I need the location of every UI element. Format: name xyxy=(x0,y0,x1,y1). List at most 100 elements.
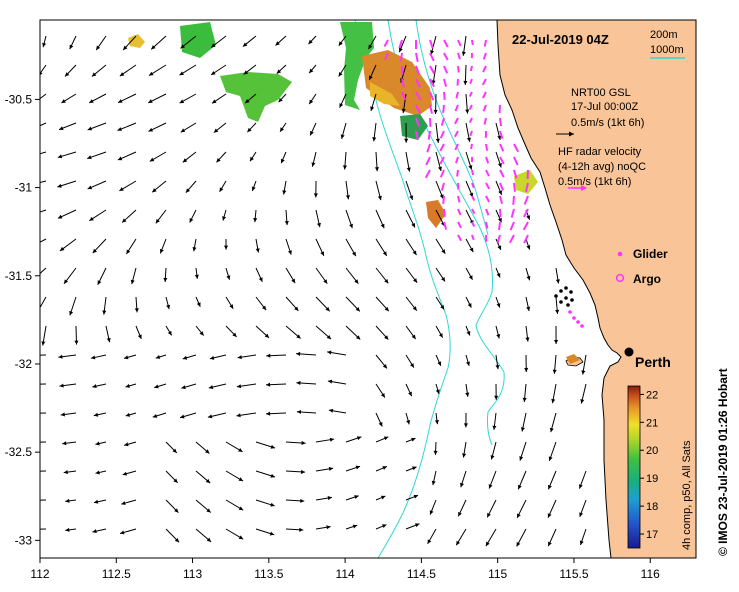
current-arrow xyxy=(255,470,276,478)
current-arrow xyxy=(547,528,557,547)
current-arrow xyxy=(243,64,257,75)
current-arrow xyxy=(578,470,587,489)
sst-patch xyxy=(362,50,432,116)
current-arrow xyxy=(339,93,347,108)
current-arrow xyxy=(435,151,442,172)
current-arrow xyxy=(180,122,197,133)
current-arrow xyxy=(315,496,333,501)
current-arrow xyxy=(431,64,437,85)
current-arrow xyxy=(185,180,197,194)
current-arrow xyxy=(223,238,229,250)
x-tick-label: 114.5 xyxy=(407,567,436,581)
current-arrow xyxy=(435,325,444,338)
current-arrow xyxy=(328,408,347,414)
current-arrow xyxy=(92,238,107,254)
current-arrow xyxy=(495,209,502,223)
hf-vector xyxy=(429,78,435,88)
current-arrow xyxy=(465,296,472,308)
current-arrow xyxy=(463,412,468,428)
current-arrow xyxy=(405,494,419,501)
hf-vector xyxy=(383,39,389,47)
current-arrow xyxy=(225,441,243,453)
current-arrow xyxy=(457,499,467,517)
hf-vector xyxy=(468,91,473,97)
current-arrow xyxy=(435,296,445,310)
current-arrow xyxy=(315,267,328,284)
current-arrow xyxy=(59,383,77,388)
current-arrow xyxy=(345,267,359,284)
hf-vector xyxy=(457,195,461,203)
current-arrow xyxy=(465,238,474,253)
current-arrow xyxy=(181,383,197,390)
current-arrow xyxy=(525,296,531,312)
hf-vector xyxy=(499,130,504,139)
hf-vector xyxy=(454,117,459,125)
current-arrow xyxy=(117,122,137,131)
current-arrow xyxy=(165,470,178,484)
hf-vector xyxy=(469,65,473,72)
hf-vector xyxy=(456,169,459,177)
argo-legend-label: Argo xyxy=(633,272,661,286)
sst-patch xyxy=(426,200,446,228)
hf-vector xyxy=(471,182,475,189)
hf-vector xyxy=(429,65,436,75)
current-arrow xyxy=(165,499,179,513)
current-arrow xyxy=(311,151,317,167)
current-arrow xyxy=(210,35,227,48)
hf-vector xyxy=(499,117,503,127)
current-arrow xyxy=(345,296,361,312)
hf-vector xyxy=(469,130,473,137)
hf-vector xyxy=(523,195,529,205)
current-arrow xyxy=(155,354,167,359)
current-arrow xyxy=(368,35,377,50)
current-arrow xyxy=(345,495,359,501)
current-arrow xyxy=(225,528,244,540)
current-arrow xyxy=(435,180,444,199)
y-tick-label: -32.5 xyxy=(5,445,33,459)
hf-legend-line3: 0.5m/s (1kt 6h) xyxy=(558,176,631,188)
glider-legend-marker xyxy=(617,251,623,257)
current-arrow xyxy=(375,180,382,201)
hf-vector xyxy=(427,130,431,140)
current-arrow xyxy=(213,122,227,134)
current-arrow xyxy=(65,527,77,532)
current-arrow xyxy=(123,354,137,360)
hf-vector xyxy=(483,117,487,125)
current-arrow xyxy=(41,325,47,346)
hf-vector xyxy=(443,91,446,100)
hf-vector xyxy=(443,52,449,61)
current-arrow xyxy=(405,383,413,397)
current-arrow xyxy=(345,238,357,257)
current-arrow xyxy=(40,296,47,309)
hf-vector xyxy=(457,208,462,216)
sst-patches xyxy=(128,22,580,364)
current-arrow xyxy=(490,441,497,460)
hf-vector xyxy=(443,39,449,48)
hf-vector xyxy=(425,156,431,166)
current-arrow xyxy=(375,296,390,312)
current-arrow xyxy=(433,93,438,114)
current-arrow xyxy=(63,470,77,475)
current-arrow xyxy=(57,209,77,219)
hf-vector xyxy=(524,182,529,192)
current-arrow xyxy=(495,267,501,278)
current-arrow xyxy=(90,354,107,360)
current-arrow xyxy=(149,151,167,162)
hf-vector xyxy=(415,78,421,88)
hf-vector xyxy=(415,117,421,127)
current-arrow xyxy=(375,267,389,284)
hf-vector xyxy=(468,117,473,124)
hf-radar-vectors xyxy=(383,39,529,244)
hf-vector xyxy=(485,195,490,203)
current-arrow xyxy=(285,267,296,284)
current-arrow xyxy=(401,93,407,114)
current-arrow xyxy=(87,151,107,160)
current-arrow xyxy=(547,499,557,518)
current-arrow xyxy=(165,296,171,310)
current-arrow xyxy=(405,238,417,256)
current-arrow xyxy=(155,209,167,224)
hf-vector xyxy=(471,195,476,201)
current-arrow xyxy=(279,122,287,133)
hf-vector xyxy=(457,65,460,73)
plot-frame xyxy=(39,19,697,559)
